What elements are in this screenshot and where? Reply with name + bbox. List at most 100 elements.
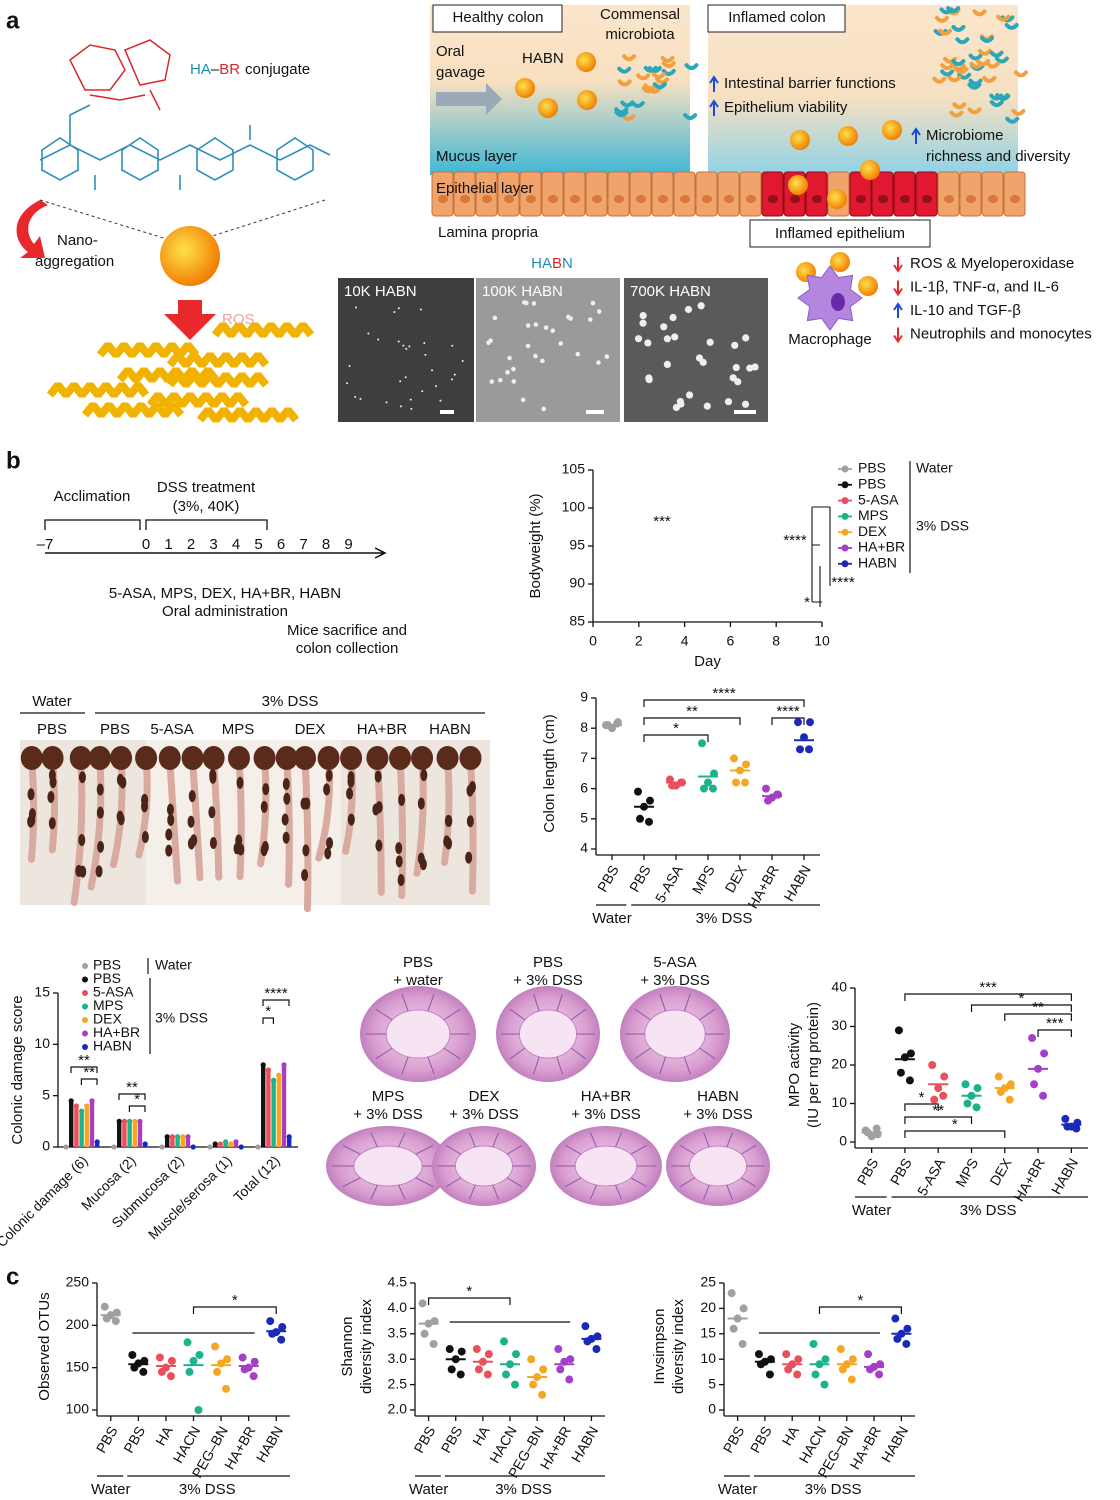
decoration — [644, 1009, 706, 1059]
point — [732, 778, 740, 787]
point — [250, 1357, 259, 1366]
decoration — [466, 784, 474, 797]
significance: ** — [126, 1079, 138, 1096]
decoration — [734, 410, 756, 414]
decoration — [492, 1132, 499, 1148]
legend-label: MPS — [93, 997, 123, 1013]
decoration — [227, 746, 250, 770]
y-tick-label: 30 — [831, 1017, 847, 1033]
bar — [69, 1100, 74, 1147]
decoration — [622, 54, 637, 62]
point — [963, 1099, 972, 1108]
decoration — [585, 171, 608, 217]
group-label: 3% DSS — [262, 693, 319, 710]
legend-swatch — [82, 1030, 88, 1037]
decoration — [262, 999, 290, 1006]
decoration — [515, 78, 535, 98]
legend-group: Water — [155, 957, 192, 973]
y-tick-label: 10 — [700, 1350, 716, 1366]
decoration — [636, 195, 646, 203]
decoration — [326, 837, 334, 850]
decoration — [797, 265, 863, 331]
decoration — [952, 102, 967, 110]
decoration — [401, 993, 409, 1012]
y-tick-label: 15 — [700, 1325, 716, 1341]
day-label: 2 — [187, 536, 195, 553]
decoration — [893, 257, 903, 273]
legend-group: 3% DSS — [155, 1010, 208, 1026]
decoration — [724, 195, 734, 203]
decoration — [661, 61, 676, 69]
decoration — [20, 746, 43, 770]
bar — [84, 1105, 89, 1147]
decoration — [878, 195, 888, 203]
decoration — [576, 52, 596, 72]
legend-label: PBS — [93, 957, 121, 973]
decoration — [934, 15, 949, 23]
histology-label: + 3% DSS — [640, 972, 710, 989]
decoration — [856, 195, 866, 203]
decoration — [624, 278, 768, 422]
decoration — [645, 374, 653, 382]
point — [445, 1345, 454, 1354]
decoration — [427, 1056, 435, 1075]
point — [836, 1345, 845, 1354]
point — [238, 1353, 247, 1362]
decoration — [685, 391, 694, 399]
bar — [132, 1121, 137, 1147]
x-tick-label: 5-ASA — [914, 1155, 948, 1199]
decoration — [404, 376, 407, 379]
point — [896, 1068, 905, 1077]
bar-cap — [238, 1144, 244, 1150]
decoration — [211, 322, 315, 338]
y-axis-label: Colon length (cm) — [541, 714, 558, 832]
group-label: 3% DSS — [696, 910, 753, 927]
decoration — [423, 342, 426, 345]
decoration — [659, 1056, 667, 1075]
x-tick-label: 4 — [681, 633, 689, 649]
legend-label: HABN — [93, 1038, 132, 1054]
day-label: 6 — [277, 536, 285, 553]
x-tick-label: HA+BR — [744, 862, 781, 911]
decoration — [709, 75, 719, 92]
decoration — [726, 1184, 733, 1200]
y-axis-label: diversity index — [358, 1298, 375, 1394]
decoration — [989, 50, 1004, 58]
x-tick-label: HA — [152, 1423, 176, 1448]
decoration — [811, 506, 831, 607]
decoration — [977, 48, 992, 56]
decoration — [533, 322, 539, 327]
x-tick-label: HABN — [780, 862, 813, 904]
decoration — [533, 353, 538, 359]
decoration — [187, 815, 195, 828]
legend-label: HA+BR — [858, 539, 905, 555]
day-label: –7 — [37, 536, 54, 553]
decoration — [831, 293, 845, 311]
decoration — [417, 797, 425, 810]
decoration — [87, 756, 105, 891]
decoration — [570, 1008, 587, 1021]
significance: ** — [83, 1064, 95, 1081]
decoration — [574, 1145, 638, 1187]
decoration — [439, 399, 442, 402]
decoration — [325, 769, 333, 782]
point — [930, 1095, 939, 1104]
decoration — [165, 844, 173, 857]
bar-cap — [111, 1144, 117, 1150]
decoration — [504, 195, 514, 203]
point — [741, 778, 749, 787]
decoration — [208, 806, 216, 819]
decoration — [596, 309, 602, 314]
x-tick-label: HABN — [253, 1423, 286, 1465]
decoration — [676, 397, 684, 406]
y-tick-label: 10 — [831, 1094, 847, 1110]
point — [645, 817, 653, 826]
decoration — [526, 195, 536, 203]
point — [484, 1350, 493, 1359]
decoration — [734, 378, 742, 386]
decoration — [1004, 1013, 1072, 1021]
decoration — [972, 9, 987, 17]
decoration — [419, 308, 422, 311]
decoration — [900, 195, 910, 203]
point — [765, 1370, 774, 1379]
